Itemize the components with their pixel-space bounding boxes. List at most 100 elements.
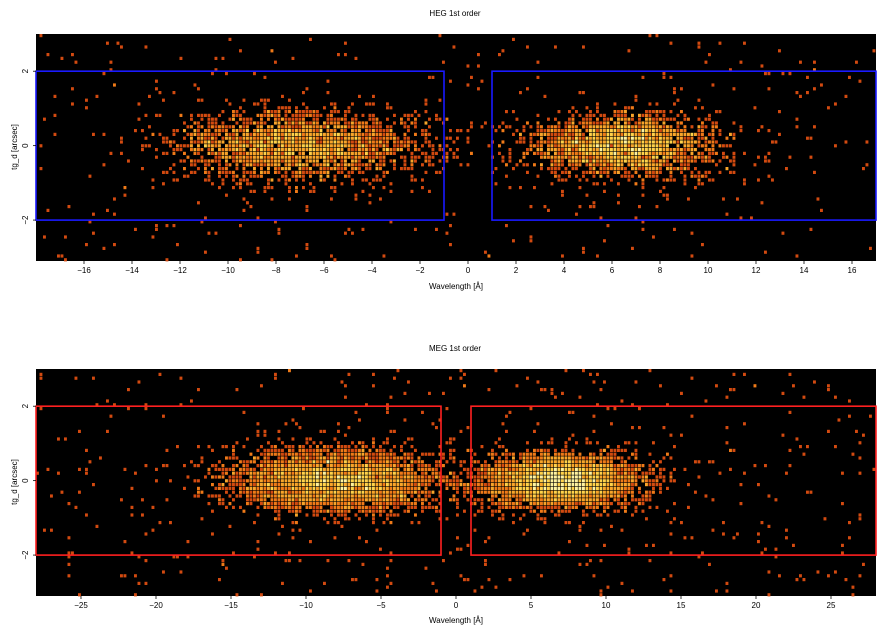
count-pixel [393,121,396,125]
count-pixel [277,437,281,441]
count-pixel [617,159,620,163]
count-pixel [550,388,554,392]
count-pixel [515,490,519,494]
count-pixel [624,136,627,140]
count-pixel [634,98,638,102]
count-pixel [333,174,337,178]
count-pixel [554,479,557,483]
count-pixel [704,136,708,140]
count-pixel [564,121,568,125]
count-pixel [424,452,428,456]
count-pixel [704,399,708,403]
count-pixel [221,467,225,471]
count-pixel [704,125,708,129]
count-pixel [368,117,372,121]
count-pixel [417,464,421,468]
count-pixel [333,475,337,479]
count-pixel [564,505,568,509]
count-pixel [634,132,638,136]
count-pixel [267,471,270,475]
count-pixel [288,159,291,163]
count-pixel [554,155,557,159]
count-pixel [701,174,704,178]
count-pixel [340,471,344,475]
count-pixel [638,125,641,129]
count-pixel [414,117,417,121]
count-pixel [858,79,862,83]
count-pixel [529,494,533,498]
count-pixel [354,490,358,494]
count-pixel [207,502,211,506]
count-pixel [641,182,645,186]
count-pixel [690,231,694,235]
count-pixel [316,513,319,517]
count-pixel [753,163,757,167]
count-pixel [466,483,470,487]
count-pixel [669,471,673,475]
count-pixel [200,460,204,464]
count-pixel [211,159,214,163]
count-pixel [554,448,557,452]
count-pixel [389,490,393,494]
count-pixel [645,483,648,487]
count-pixel [501,155,505,159]
count-pixel [225,193,228,197]
count-pixel [400,148,403,152]
count-pixel [386,467,389,471]
count-pixel [214,140,218,144]
count-pixel [267,479,270,483]
count-pixel [368,155,372,159]
count-pixel [333,509,337,513]
count-pixel [585,562,589,566]
count-pixel [589,129,592,133]
count-pixel [680,521,683,525]
count-pixel [249,479,253,483]
count-pixel [165,136,169,140]
count-pixel [330,464,333,468]
count-pixel [361,178,365,182]
count-pixel [438,471,442,475]
count-pixel [281,140,284,144]
count-pixel [557,490,561,494]
count-pixel [242,170,246,174]
count-pixel [225,163,228,167]
count-pixel [732,372,736,376]
count-pixel [302,490,305,494]
count-pixel [540,502,543,506]
count-pixel [491,456,494,460]
count-pixel [88,174,92,178]
count-pixel [648,159,652,163]
count-pixel [554,498,557,502]
count-pixel [414,159,417,163]
count-pixel [284,163,288,167]
count-pixel [627,502,631,506]
count-pixel [274,490,277,494]
count-pixel [575,132,578,136]
count-pixel [295,521,298,525]
count-pixel [617,467,620,471]
count-pixel [365,163,368,167]
count-pixel [620,479,624,483]
count-pixel [550,132,554,136]
count-pixel [571,479,575,483]
count-pixel [368,483,372,487]
count-pixel [326,163,330,167]
count-pixel [389,479,393,483]
count-pixel [319,509,323,513]
count-pixel [323,151,326,155]
count-pixel [505,467,508,471]
count-pixel [491,490,494,494]
count-pixel [351,456,354,460]
count-pixel [550,182,554,186]
count-pixel [186,144,190,148]
count-pixel [424,471,428,475]
count-pixel [813,87,816,91]
count-pixel [295,170,298,174]
count-pixel [344,144,347,148]
count-pixel [557,148,561,152]
count-pixel [57,437,60,441]
count-pixel [71,551,74,555]
count-pixel [561,509,564,513]
count-pixel [302,486,305,490]
count-pixel [596,182,599,186]
